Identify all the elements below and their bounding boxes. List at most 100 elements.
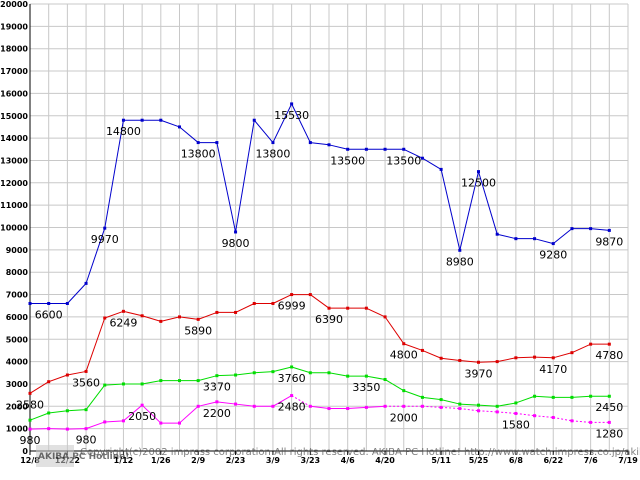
series-segment: [403, 148, 423, 159]
data-point: [271, 404, 275, 408]
data-point: [308, 293, 312, 297]
series-segment: [534, 395, 554, 398]
data-point: [65, 427, 69, 431]
series-segment: [366, 375, 386, 380]
data-point: [458, 407, 462, 411]
series-segment: [534, 356, 554, 359]
data-point: [103, 383, 107, 387]
series-segment: [104, 310, 124, 319]
series-segment: [534, 238, 554, 245]
data-point: [402, 342, 406, 346]
data-point: [439, 405, 443, 409]
series-segment: [291, 366, 311, 374]
data-point: [346, 374, 350, 378]
data-point: [252, 404, 256, 408]
series-segment: [422, 405, 442, 408]
data-point: [383, 315, 387, 319]
series-segment: [160, 119, 180, 128]
data-point: [47, 411, 51, 415]
series-segment: [291, 103, 311, 143]
series-segment: [104, 383, 124, 386]
data-point: [65, 301, 69, 305]
series-segment: [590, 228, 610, 231]
data-point: [271, 301, 275, 305]
series-segment: [272, 103, 293, 143]
data-label: 15530: [274, 109, 309, 122]
series-segment: [459, 403, 479, 406]
data-point: [383, 147, 387, 151]
data-label: 980: [20, 434, 41, 447]
data-point: [346, 407, 350, 411]
y-tick-label: 15000: [0, 112, 28, 121]
data-point: [28, 418, 32, 422]
data-point: [159, 319, 163, 323]
series-segment: [291, 395, 311, 407]
data-point: [495, 404, 499, 408]
data-point: [215, 374, 219, 378]
data-label: 1280: [595, 427, 623, 440]
data-point: [364, 405, 368, 409]
data-point: [47, 427, 51, 431]
data-label: 2050: [128, 410, 156, 423]
data-point: [140, 314, 144, 318]
series-segment: [571, 395, 591, 398]
series-segment: [235, 120, 255, 233]
y-tick-label: 2000: [6, 402, 29, 411]
series-segment: [254, 371, 273, 374]
y-tick-label: 11000: [0, 201, 28, 210]
data-point: [458, 248, 462, 252]
y-tick-label: 9000: [6, 246, 29, 255]
y-tick-label: 7000: [6, 291, 29, 300]
data-point: [495, 410, 499, 414]
data-point: [103, 226, 107, 230]
data-point: [140, 403, 144, 407]
data-point: [290, 102, 294, 106]
data-point: [196, 317, 200, 321]
data-point: [121, 118, 125, 122]
x-tick-label: 3/9: [266, 456, 280, 465]
data-point: [290, 293, 294, 297]
data-point: [607, 228, 611, 232]
data-point: [121, 382, 125, 386]
data-point: [458, 402, 462, 406]
data-point: [607, 394, 611, 398]
x-tick-label: 6/8: [509, 456, 523, 465]
data-point: [514, 237, 518, 241]
series-segment: [571, 343, 591, 354]
series-segment: [235, 372, 255, 376]
data-point: [514, 356, 518, 360]
axis-lines: [29, 4, 628, 452]
series-segment: [85, 228, 106, 284]
data-point: [346, 147, 350, 151]
x-tick-label: 5/25: [469, 456, 489, 465]
data-point: [327, 306, 331, 310]
data-point: [495, 232, 499, 236]
x-tick-label: 2/9: [191, 456, 205, 465]
data-point: [420, 348, 424, 352]
series-segment: [441, 399, 460, 405]
series-segment: [459, 359, 479, 363]
data-point: [308, 141, 312, 145]
data-point: [533, 394, 537, 398]
series-segment: [310, 405, 330, 410]
series-segment: [403, 343, 423, 351]
data-point: [215, 400, 219, 404]
series-segment: [347, 406, 367, 410]
data-point: [420, 156, 424, 160]
series-segment: [85, 421, 105, 430]
data-point: [84, 281, 88, 285]
series-segment: [104, 120, 124, 229]
series-segment: [515, 395, 535, 404]
x-tick-label: 7/6: [584, 456, 598, 465]
x-tick-label: 1/12: [114, 456, 134, 465]
data-point: [477, 360, 480, 364]
data-point: [589, 227, 593, 231]
data-point: [383, 404, 387, 408]
series-segment: [328, 144, 348, 150]
data-point: [252, 371, 256, 375]
data-point: [477, 403, 480, 407]
series-segment: [123, 404, 143, 422]
series-segment: [198, 311, 218, 320]
series-segment: [440, 169, 461, 251]
